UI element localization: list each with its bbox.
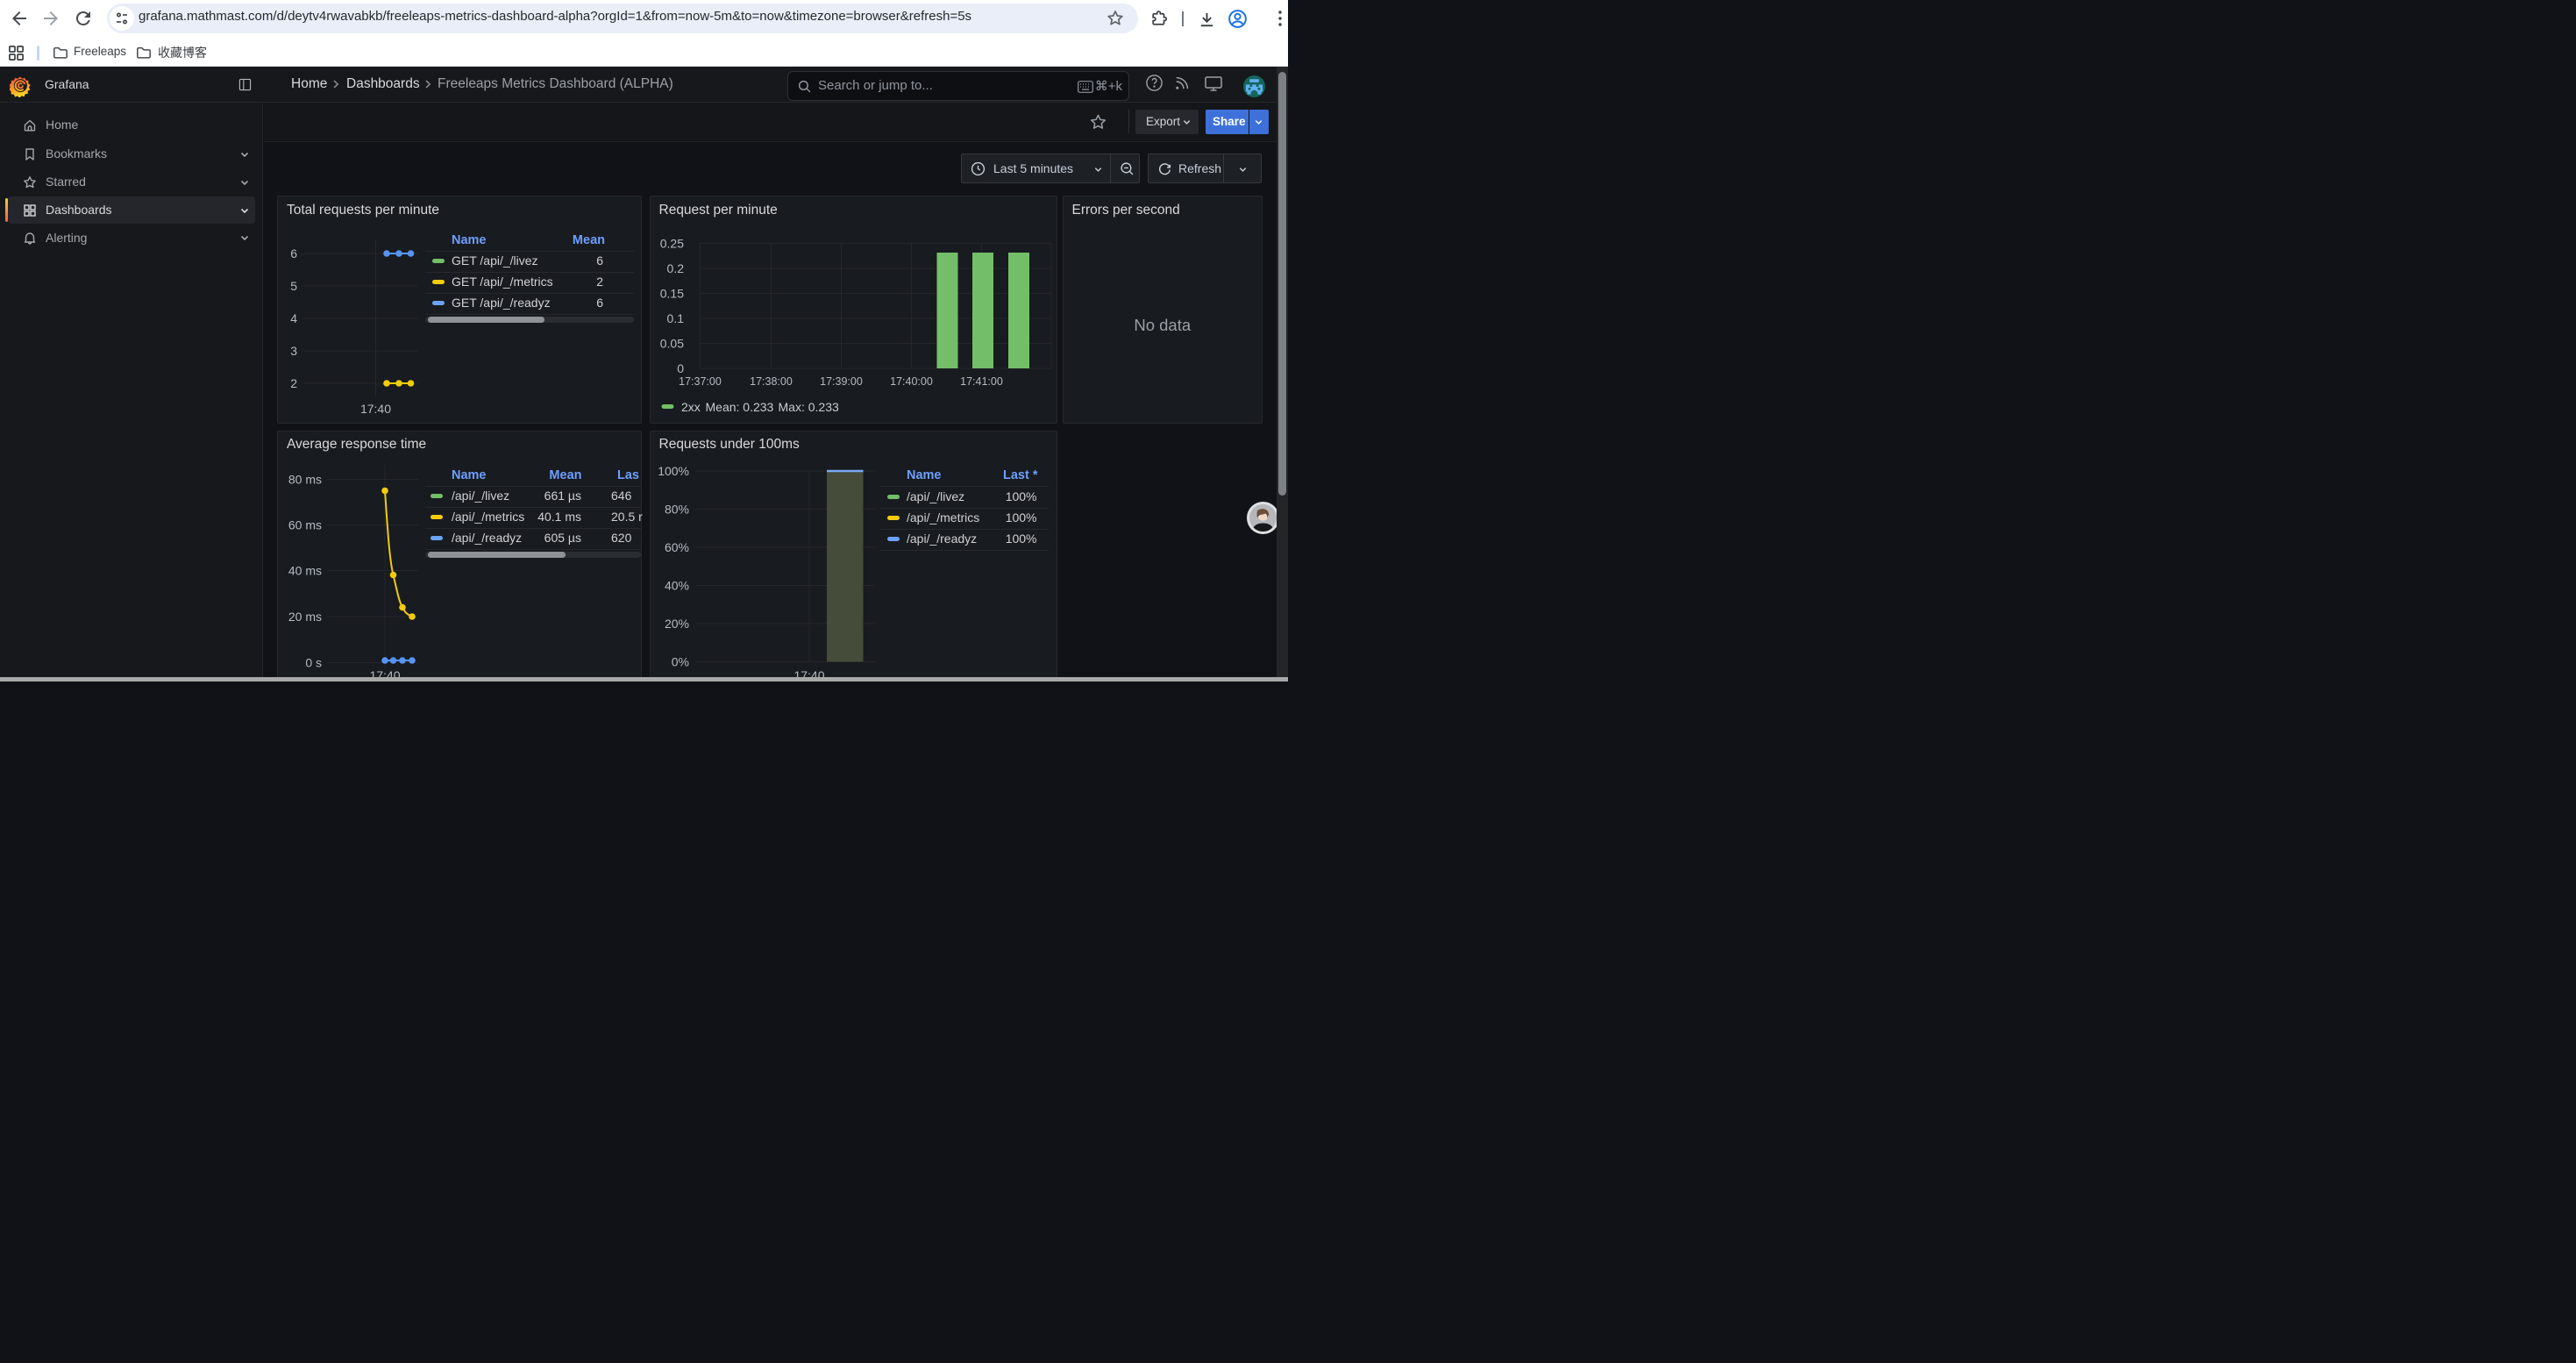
svg-text:3: 3 bbox=[290, 344, 297, 358]
svg-text:17:40: 17:40 bbox=[360, 402, 391, 416]
svg-text:20 ms: 20 ms bbox=[288, 610, 322, 624]
svg-text:0.1: 0.1 bbox=[666, 311, 684, 325]
svg-text:17:37:00: 17:37:00 bbox=[679, 375, 722, 388]
svg-text:4: 4 bbox=[290, 311, 297, 325]
svg-text:0: 0 bbox=[677, 361, 684, 375]
svg-text:100%: 100% bbox=[658, 464, 689, 478]
svg-text:0 s: 0 s bbox=[305, 655, 322, 669]
svg-text:0.15: 0.15 bbox=[659, 287, 683, 301]
svg-text:80 ms: 80 ms bbox=[288, 472, 322, 486]
svg-text:40%: 40% bbox=[664, 578, 688, 592]
svg-text:17:40:00: 17:40:00 bbox=[890, 375, 933, 388]
svg-text:20%: 20% bbox=[664, 617, 688, 631]
svg-text:60 ms: 60 ms bbox=[288, 517, 322, 532]
svg-text:17:41:00: 17:41:00 bbox=[960, 375, 1003, 388]
svg-text:5: 5 bbox=[290, 279, 297, 293]
svg-text:80%: 80% bbox=[664, 502, 688, 516]
svg-text:0%: 0% bbox=[671, 654, 688, 668]
svg-text:40 ms: 40 ms bbox=[288, 563, 322, 577]
svg-text:6: 6 bbox=[290, 246, 297, 260]
svg-text:17:38:00: 17:38:00 bbox=[750, 375, 793, 388]
svg-text:0.25: 0.25 bbox=[659, 237, 683, 251]
svg-text:0.05: 0.05 bbox=[659, 337, 683, 351]
svg-text:60%: 60% bbox=[664, 540, 688, 554]
svg-text:17:39:00: 17:39:00 bbox=[820, 375, 863, 388]
svg-text:2: 2 bbox=[290, 376, 297, 390]
svg-text:0.2: 0.2 bbox=[666, 261, 684, 275]
